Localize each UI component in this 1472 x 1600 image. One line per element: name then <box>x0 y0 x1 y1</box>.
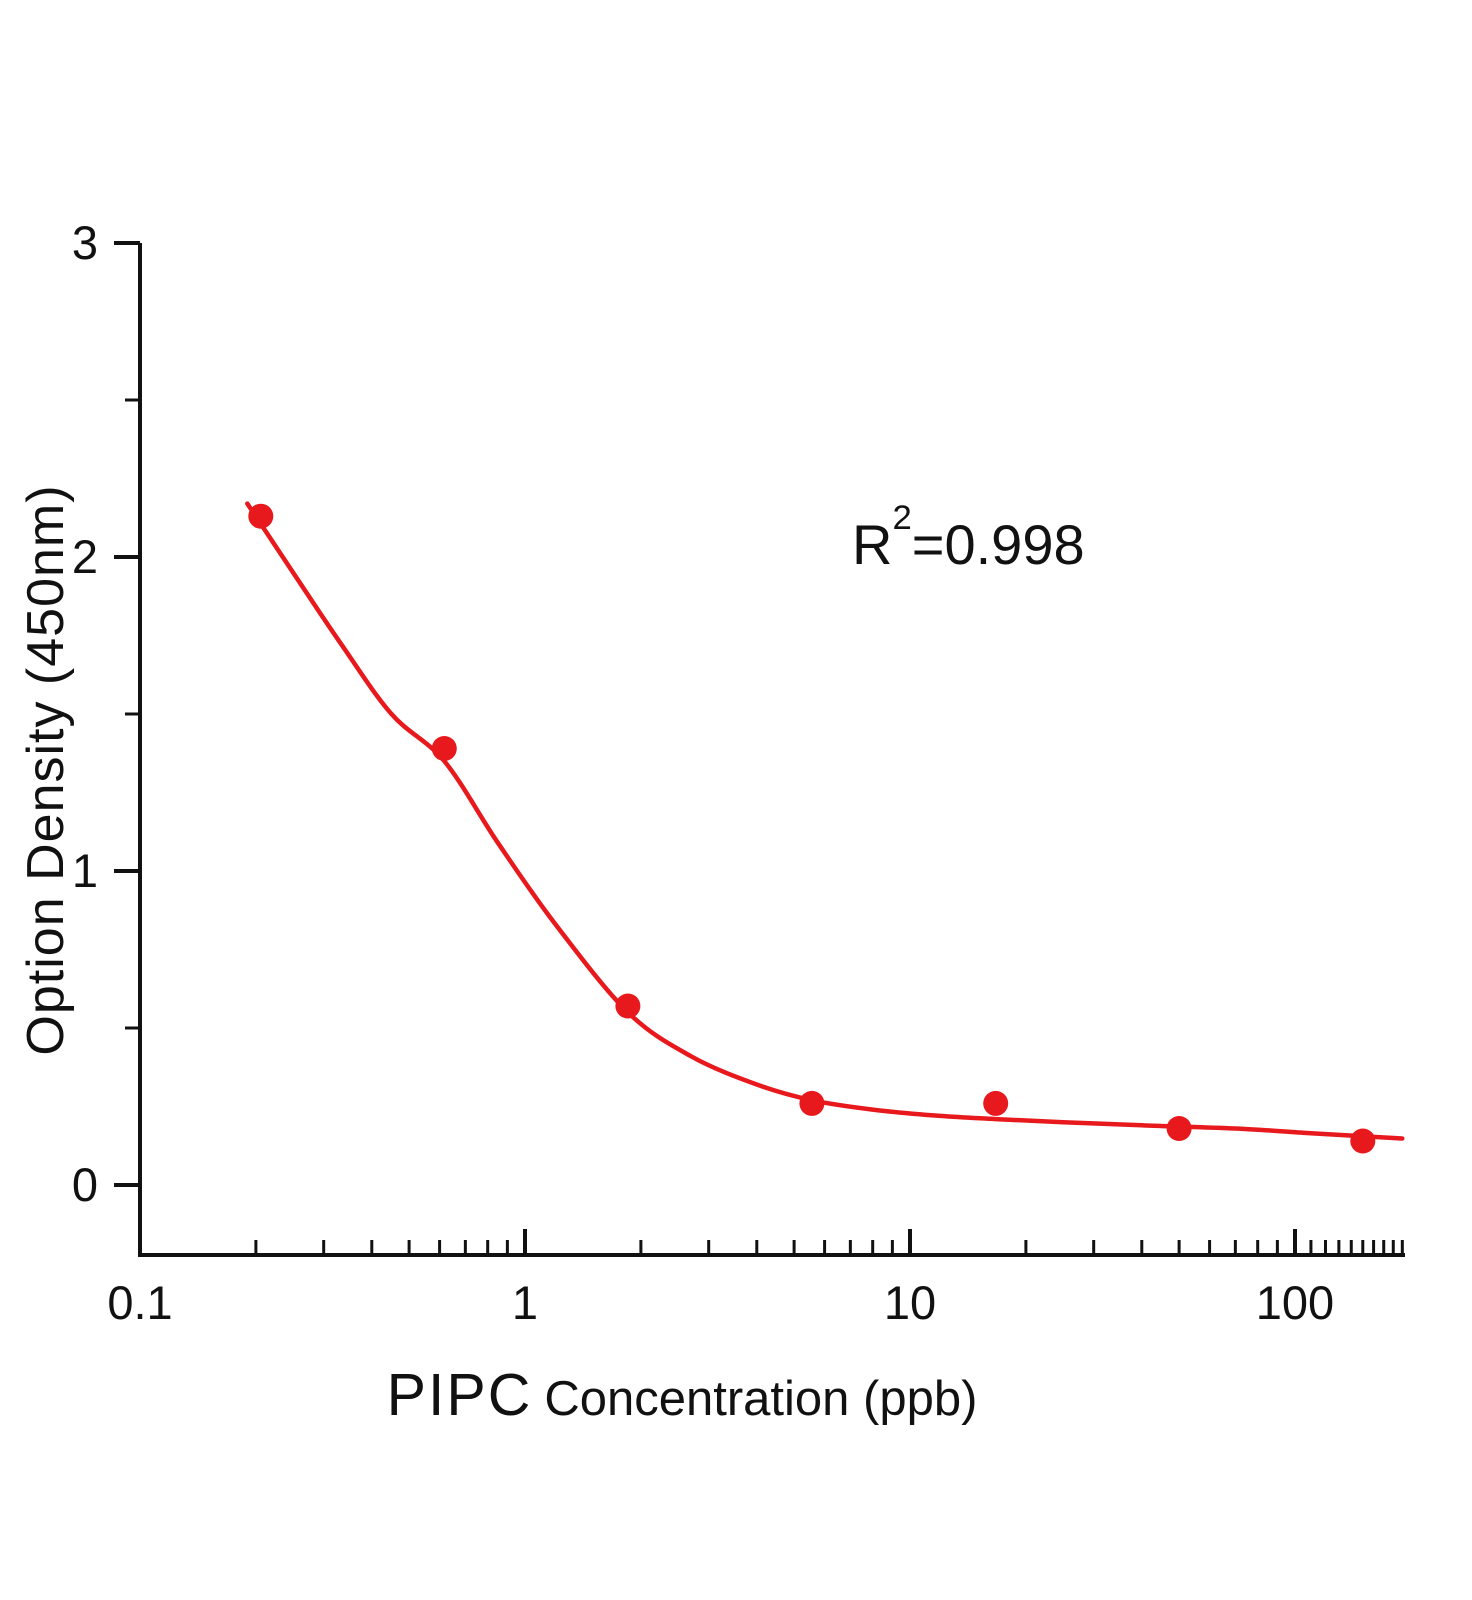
minor-ticks <box>125 398 1404 1255</box>
data-points <box>248 503 1376 1154</box>
data-point <box>983 1090 1009 1116</box>
x-axis-title: PIPC Concentration (ppb) <box>387 1361 978 1429</box>
r-squared-base: R <box>852 513 893 576</box>
major-ticks <box>114 241 1297 1255</box>
fit-curve-line <box>245 501 1405 1141</box>
y-tick-label: 1 <box>72 844 98 897</box>
data-point <box>1166 1116 1192 1141</box>
r-squared-annotation: R2=0.998 <box>852 500 1085 577</box>
tick-labels: 0 1 2 3 0.1 1 10 100 <box>72 216 1334 1329</box>
data-point <box>431 736 457 761</box>
y-tick-label: 2 <box>72 530 98 583</box>
x-tick-label: 1 <box>512 1276 538 1329</box>
axes <box>138 243 1405 1257</box>
y-tick-label: 0 <box>72 1158 98 1211</box>
data-point <box>248 503 274 529</box>
r-squared-exponent: 2 <box>892 498 912 537</box>
y-axis-title: Option Density (450nm) <box>17 484 75 1056</box>
data-point <box>1350 1128 1376 1154</box>
x-tick-label: 0.1 <box>107 1276 172 1329</box>
data-point <box>615 993 641 1019</box>
x-tick-label: 100 <box>1256 1276 1334 1329</box>
x-tick-label: 10 <box>884 1276 936 1329</box>
y-tick-label: 3 <box>72 216 98 269</box>
x-axis-title-rest: Concentration (ppb) <box>544 1372 978 1426</box>
data-point <box>799 1090 825 1116</box>
x-axis-title-main: PIPC <box>386 1362 533 1428</box>
r-squared-value: =0.998 <box>911 513 1085 576</box>
